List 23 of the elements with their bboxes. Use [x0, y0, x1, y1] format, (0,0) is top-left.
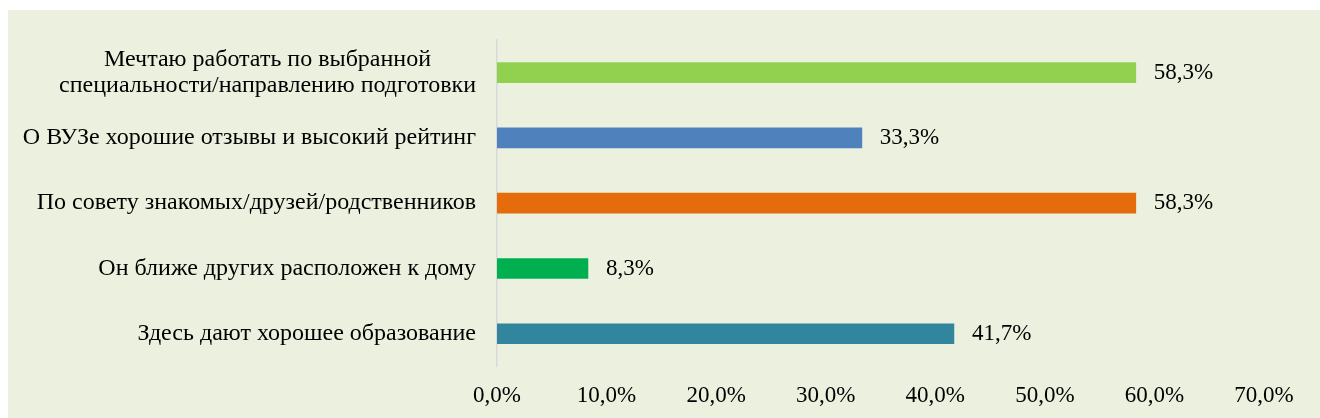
data-label: 58,3% [1153, 189, 1214, 215]
x-tick-label: 70,0% [1234, 382, 1294, 408]
bar [497, 258, 589, 279]
x-tick-label: 10,0% [576, 382, 637, 408]
x-tick-label: 20,0% [686, 382, 746, 408]
data-label: 33,3% [879, 123, 940, 149]
y-tick-label: Мечтаю работать по выбранной специальности/направлению подготовки [59, 44, 477, 97]
data-label: 58,3% [1153, 58, 1214, 84]
bar [497, 127, 863, 149]
x-tick-label: 30,0% [796, 382, 856, 408]
x-tick-label: 40,0% [905, 382, 965, 408]
data-label: 41,7% [971, 319, 1032, 345]
bar [497, 192, 1137, 214]
y-tick-label: О ВУЗе хорошие отзывы и высокий рейтинг [22, 123, 477, 150]
x-tick-label: 50,0% [1015, 382, 1075, 408]
x-tick-label: 60,0% [1124, 382, 1185, 408]
x-tick-label: 0,0% [473, 382, 521, 408]
y-tick-label: Здесь дают хорошее образование [137, 319, 476, 346]
bar [497, 62, 1137, 83]
data-label: 8,3% [605, 254, 654, 280]
bar [497, 323, 955, 345]
y-tick-label: По совету знакомых/друзей/родственников [36, 188, 476, 215]
y-tick-label: Он ближе других расположен к дому [98, 253, 476, 280]
